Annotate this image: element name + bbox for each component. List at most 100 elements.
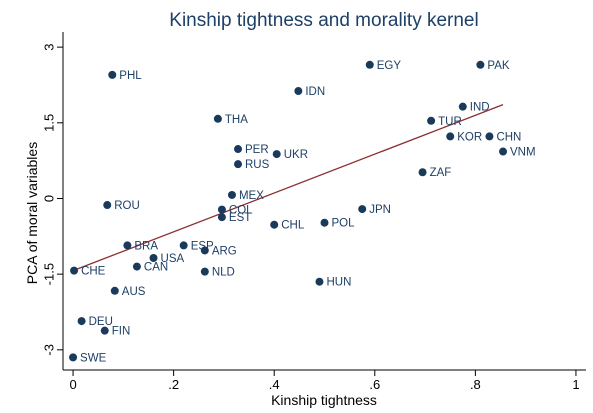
point-marker: [273, 150, 281, 158]
y-axis-label: PCA of moral variables: [24, 142, 40, 284]
point-marker: [446, 132, 454, 140]
point-per: PER: [234, 144, 269, 156]
point-marker: [108, 71, 116, 79]
point-marker: [111, 287, 119, 295]
point-label: HUN: [326, 277, 351, 289]
point-label: DEU: [89, 316, 113, 328]
point-label: CAN: [144, 262, 168, 274]
point-nld: NLD: [201, 267, 235, 279]
point-est: EST: [218, 212, 251, 224]
point-label: ZAF: [430, 167, 452, 179]
point-label: FIN: [112, 326, 131, 338]
x-tick-label: .6: [369, 377, 380, 392]
point-marker: [228, 191, 236, 199]
y-axis: -3 -1.5 0 1.5 3: [42, 44, 64, 356]
point-marker: [218, 213, 226, 221]
point-deu: DEU: [78, 316, 113, 328]
point-hun: HUN: [315, 277, 351, 289]
point-label: RUS: [245, 159, 270, 171]
point-ukr: UKR: [273, 149, 308, 161]
point-marker: [123, 241, 131, 249]
point-marker: [321, 219, 329, 227]
point-zaf: ZAF: [419, 167, 452, 179]
point-fin: FIN: [101, 326, 131, 338]
x-axis-label: Kinship tightness: [271, 392, 377, 408]
x-tick-label: .4: [269, 377, 280, 392]
point-label: KOR: [457, 131, 482, 143]
point-pak: PAK: [476, 60, 509, 72]
point-marker: [499, 148, 507, 156]
point-label: THA: [225, 114, 248, 126]
point-marker: [315, 278, 323, 286]
point-marker: [294, 87, 302, 95]
point-kor: KOR: [446, 131, 482, 143]
point-bra: BRA: [123, 240, 158, 252]
point-rou: ROU: [103, 200, 140, 212]
point-label: BRA: [134, 240, 158, 252]
point-idn: IDN: [294, 86, 325, 98]
point-label: POL: [332, 218, 356, 230]
point-marker: [476, 61, 484, 69]
point-egy: EGY: [366, 60, 402, 72]
point-label: CHL: [281, 220, 305, 232]
point-label: PHL: [119, 70, 142, 82]
point-jpn: JPN: [358, 204, 391, 216]
point-marker: [201, 246, 209, 254]
y-tick-label: -3: [42, 344, 57, 356]
point-ind: IND: [459, 102, 490, 114]
point-label: UKR: [284, 149, 308, 161]
point-esp: ESP: [180, 240, 214, 252]
point-marker: [234, 145, 242, 153]
point-tur: TUR: [427, 116, 462, 128]
point-label: PER: [245, 144, 269, 156]
point-label: MEX: [239, 190, 264, 202]
point-label: AUS: [122, 286, 146, 298]
point-label: CHN: [496, 131, 521, 143]
point-marker: [427, 117, 435, 125]
x-tick-label: 0: [69, 377, 76, 392]
y-tick-label: -1.5: [42, 263, 57, 285]
point-marker: [214, 115, 222, 123]
point-marker: [270, 221, 278, 229]
point-rus: RUS: [234, 159, 270, 171]
point-marker: [485, 132, 493, 140]
y-tick-label: 3: [42, 44, 57, 51]
data-points: PHL EGY PAK IDN IND THA TUR KOR CHN PER UKR VNM RUS Z…: [69, 60, 536, 365]
point-label: IND: [470, 102, 490, 114]
point-marker: [70, 267, 78, 275]
point-marker: [218, 206, 226, 214]
point-tha: THA: [214, 114, 248, 126]
point-label: IDN: [305, 86, 325, 98]
x-tick-label: 1: [572, 377, 579, 392]
point-label: SWE: [80, 352, 107, 364]
point-label: VNM: [510, 147, 536, 159]
point-label: EGY: [377, 60, 402, 72]
point-marker: [459, 103, 467, 111]
point-mex: MEX: [228, 190, 264, 202]
point-marker: [103, 201, 111, 209]
point-marker: [180, 241, 188, 249]
point-marker: [133, 263, 141, 271]
point-label: ARG: [212, 245, 237, 257]
point-marker: [201, 268, 209, 276]
x-axis: 0 .2 .4 .6 .8 1: [69, 370, 579, 392]
point-marker: [69, 353, 77, 361]
point-vnm: VNM: [499, 147, 536, 159]
point-label: PAK: [487, 60, 509, 72]
point-swe: SWE: [69, 352, 107, 364]
point-pol: POL: [321, 218, 356, 230]
point-marker: [419, 168, 427, 176]
point-arg: ARG: [201, 245, 237, 257]
y-tick-label: 1.5: [42, 114, 57, 132]
point-marker: [78, 317, 86, 325]
point-label: NLD: [212, 267, 235, 279]
point-chn: CHN: [485, 131, 521, 143]
point-aus: AUS: [111, 286, 146, 298]
y-tick-label: 0: [42, 195, 57, 202]
point-label: TUR: [438, 116, 462, 128]
plot-area: [63, 32, 586, 370]
point-marker: [358, 205, 366, 213]
point-label: EST: [229, 212, 251, 224]
point-marker: [234, 160, 242, 168]
